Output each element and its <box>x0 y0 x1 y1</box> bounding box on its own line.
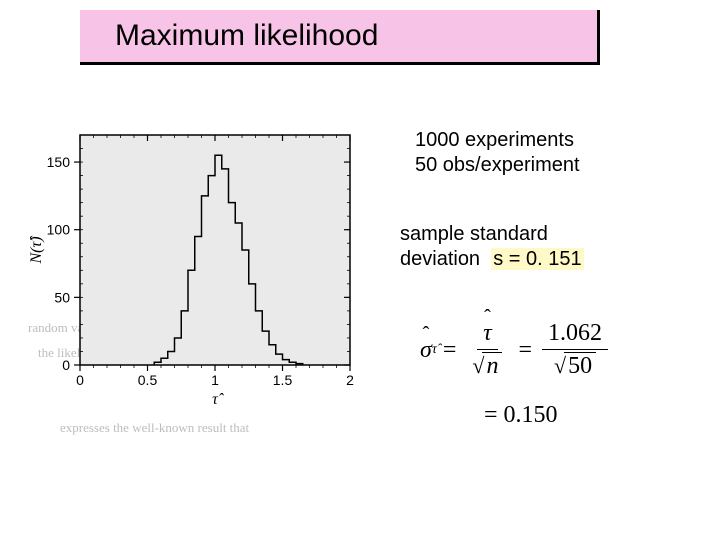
svg-text:τ̂: τ̂ <box>212 391 224 408</box>
sigma-hat: σ <box>420 337 432 364</box>
svg-text:2: 2 <box>346 372 354 388</box>
svg-text:0: 0 <box>62 357 70 373</box>
equals-1: = <box>443 337 457 364</box>
page-title: Maximum likelihood <box>115 19 378 53</box>
svg-text:0.5: 0.5 <box>138 372 158 388</box>
equals-2: = <box>518 337 532 364</box>
stddev-prefix1: sample standard <box>400 223 548 245</box>
formula-result: = 0.150 <box>484 402 680 429</box>
svg-text:50: 50 <box>54 289 70 305</box>
sqrt-50: 50 <box>554 352 596 380</box>
frac-2: 1.062 50 <box>542 320 608 380</box>
experiments-annotation: 1000 experiments 50 obs/experiment <box>415 128 580 178</box>
frac-1: τ n <box>466 320 508 380</box>
svg-text:1: 1 <box>211 372 219 388</box>
experiments-line2: 50 obs/experiment <box>415 153 580 178</box>
svg-text:N(τ̂): N(τ̂) <box>28 236 45 265</box>
sqrt-n: n <box>472 352 502 380</box>
histogram-chart: 0 0.5 1 1.5 2 0 50 100 150 τ̂ N(τ̂) <box>25 120 365 410</box>
svg-text:150: 150 <box>47 154 71 170</box>
svg-text:100: 100 <box>47 222 71 238</box>
formula-block: στ̂ = τ n = 1.062 50 = 0.150 <box>420 320 680 429</box>
svg-text:0: 0 <box>76 372 84 388</box>
stddev-value: s = 0. 151 <box>491 248 583 270</box>
bg-text-fragment: expresses the well-known result that <box>60 420 249 437</box>
sigma-subscript: τ̂ <box>432 342 437 358</box>
formula-row1: στ̂ = τ n = 1.062 50 <box>420 320 680 380</box>
stddev-prefix2: deviation <box>400 248 480 270</box>
title-banner: Maximum likelihood <box>80 10 600 65</box>
experiments-line1: 1000 experiments <box>415 128 580 153</box>
tau-hat: τ <box>483 320 492 347</box>
histogram-svg: 0 0.5 1 1.5 2 0 50 100 150 τ̂ N(τ̂) <box>25 120 365 410</box>
stddev-annotation: sample standard deviation s = 0. 151 <box>400 222 584 272</box>
svg-text:1.5: 1.5 <box>273 372 293 388</box>
